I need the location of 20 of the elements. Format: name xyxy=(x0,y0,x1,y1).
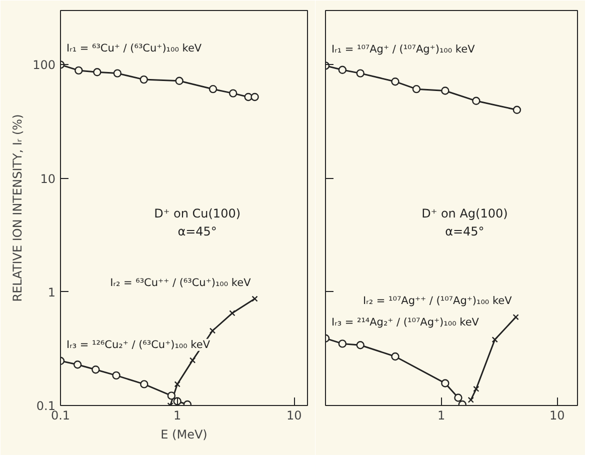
x-tick-label: 10 xyxy=(286,408,302,422)
x-tick-label: 1 xyxy=(174,408,182,422)
annotation: D⁺ on Ag(100) xyxy=(422,206,508,221)
y-tick-label: 10 xyxy=(40,172,56,186)
annotation: α=45° xyxy=(445,224,484,239)
x-tick-label: 0.1 xyxy=(50,408,70,422)
series-label: Iᵣ₁ = ¹⁰⁷Ag⁺ / (¹⁰⁷Ag⁺)₁₀₀ keV xyxy=(332,44,476,56)
annotation: α=45° xyxy=(178,224,217,239)
x-tick-label: 10 xyxy=(549,408,565,422)
y-tick-label: 100 xyxy=(32,58,56,72)
y-axis-title: RELATIVE ION INTENSITY, Iᵣ (%) xyxy=(10,114,25,302)
series-label: Iᵣ₁ = ⁶³Cu⁺ / (⁶³Cu⁺)₁₀₀ keV xyxy=(66,42,202,55)
annotation: D⁺ on Cu(100) xyxy=(154,206,241,221)
x-axis-title: E (MeV) xyxy=(160,428,208,442)
series-label: Iᵣ₂ = ⁶³Cu⁺⁺ / (⁶³Cu⁺)₁₀₀ keV xyxy=(110,276,252,289)
series-label: Iᵣ₃ = ²¹⁴Ag₂⁺ / (¹⁰⁷Ag⁺)₁₀₀ keV xyxy=(332,316,480,328)
y-tick-label: 1 xyxy=(48,285,56,300)
x-tick-label: 1 xyxy=(437,408,446,422)
series-label: Iᵣ₃ = ¹²⁶Cu₂⁺ / (⁶³Cu⁺)₁₀₀ keV xyxy=(66,338,211,351)
series-label: Iᵣ₂ = ¹⁰⁷Ag⁺⁺ / (¹⁰⁷Ag⁺)₁₀₀ keV xyxy=(363,295,513,308)
